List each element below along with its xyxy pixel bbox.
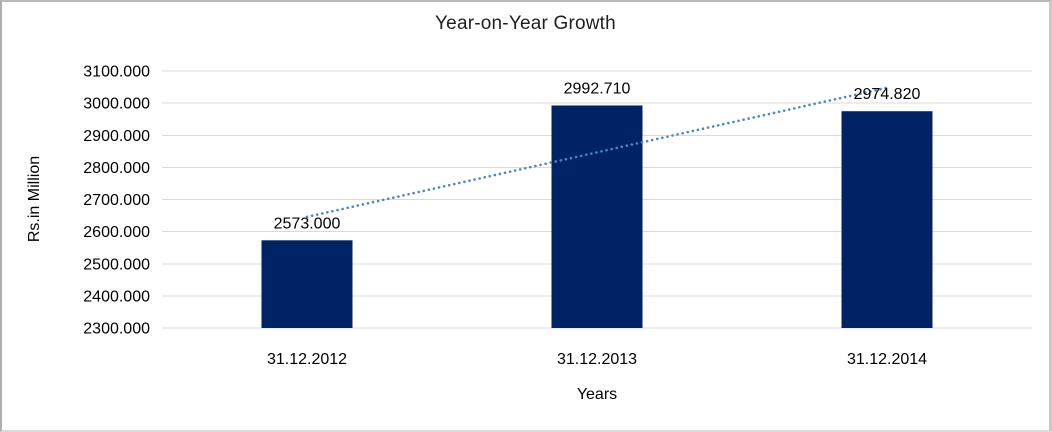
- bar-value-label: 2992.710: [564, 80, 631, 97]
- y-tick-label: 2400.000: [83, 288, 150, 305]
- bar: [841, 111, 933, 328]
- chart-title: Year-on-Year Growth: [435, 13, 616, 34]
- bar-value-label: 2573.000: [274, 215, 341, 232]
- bar-value-label: 2974.820: [854, 86, 921, 103]
- y-tick-label: 3000.000: [83, 96, 150, 113]
- bar: [261, 240, 353, 328]
- y-tick-label: 2500.000: [83, 256, 150, 273]
- x-tick-label: 31.12.2014: [847, 351, 927, 368]
- y-tick-label: 3100.000: [83, 64, 150, 81]
- trendline: [305, 86, 889, 219]
- x-axis-title: Years: [576, 386, 618, 403]
- bar: [551, 105, 643, 328]
- y-tick-label: 2300.000: [83, 321, 150, 338]
- x-tick-label: 31.12.2013: [557, 351, 637, 368]
- y-tick-label: 2900.000: [83, 128, 150, 145]
- y-tick-label: 2800.000: [83, 160, 150, 177]
- y-tick-label: 2600.000: [83, 224, 150, 241]
- y-tick-label: 2700.000: [83, 192, 150, 209]
- x-tick-label: 31.12.2012: [267, 351, 347, 368]
